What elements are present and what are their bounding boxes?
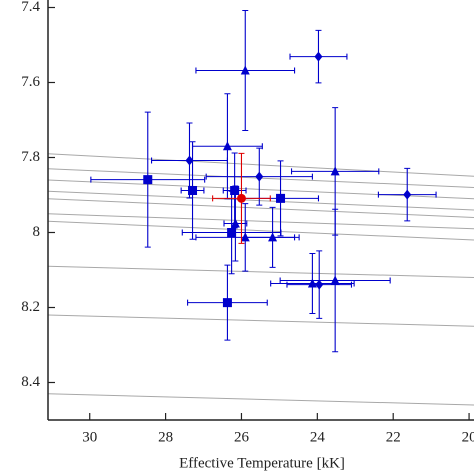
point — [330, 166, 340, 176]
y-tick-label: 8.4 — [21, 374, 40, 390]
model-line — [47, 314, 474, 327]
model-line — [47, 190, 474, 211]
point — [240, 65, 250, 75]
y-tick-label: 8.2 — [21, 299, 40, 315]
point — [227, 228, 237, 237]
point — [230, 218, 240, 228]
point — [276, 193, 286, 203]
point — [268, 232, 278, 242]
point — [330, 275, 340, 285]
x-axis-label: Effective Temperature [kK] — [179, 455, 345, 471]
point — [307, 278, 317, 288]
y-tick-label: 7.6 — [21, 74, 40, 90]
point — [188, 186, 198, 195]
model-line — [47, 198, 474, 218]
point — [185, 155, 194, 166]
x-tick-label: 26 — [234, 429, 250, 445]
x-tick-label: 24 — [310, 429, 326, 445]
point — [403, 189, 412, 200]
model-line — [47, 393, 474, 406]
point — [236, 193, 246, 203]
point — [255, 171, 264, 182]
model-line — [47, 220, 474, 241]
point — [314, 51, 323, 62]
x-tick-label: 20 — [462, 429, 474, 445]
y-tick-label: 7.8 — [21, 149, 40, 165]
model-line — [47, 179, 474, 200]
point — [240, 232, 250, 242]
x-tick-label: 30 — [82, 429, 97, 445]
point — [222, 141, 232, 151]
point — [230, 186, 240, 195]
x-tick-label: 28 — [158, 429, 173, 445]
point — [315, 279, 324, 290]
model-line — [47, 265, 474, 278]
model-line — [47, 213, 474, 230]
y-tick-label: 8 — [33, 224, 41, 240]
x-tick-label: 22 — [386, 429, 401, 445]
point — [222, 298, 232, 308]
point — [143, 175, 153, 185]
y-tick-label: 7.4 — [21, 0, 40, 15]
model-line — [47, 153, 474, 177]
